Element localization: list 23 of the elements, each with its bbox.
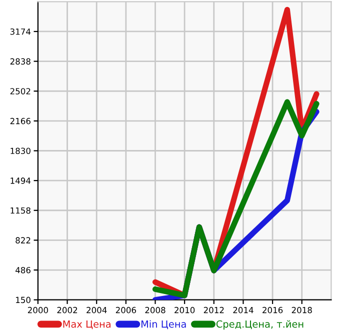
y-tick-label: 1158	[10, 207, 30, 214]
legend-label: Max Цена	[63, 320, 110, 330]
x-tick-label: 2000	[28, 306, 48, 314]
y-tick-label: 1494	[10, 178, 31, 184]
y-tick-label: 2838	[10, 58, 30, 65]
legend-label: Сред.Цена, т.йен	[216, 320, 304, 330]
x-tick-label: 2006	[116, 306, 136, 314]
x-tick-label: 2012	[204, 306, 224, 314]
x-tick-label: 2016	[262, 306, 283, 314]
x-tick-label: 2014	[233, 306, 254, 314]
y-tick-label: 1830	[10, 148, 30, 154]
x-tick-label: 2018	[292, 306, 312, 314]
y-tick-label: 486	[16, 266, 30, 274]
x-tick-label: 2008	[145, 306, 166, 314]
legend-label: Min Цена	[141, 320, 186, 330]
y-tick-label: 2502	[10, 88, 30, 94]
y-tick-label: 822	[16, 237, 30, 244]
x-tick-label: 2010	[174, 306, 195, 314]
x-tick-label: 2002	[57, 306, 78, 314]
y-tick-label: 150	[16, 296, 30, 304]
y-tick-label: 3174	[10, 28, 31, 35]
x-tick-label: 2004	[86, 306, 107, 314]
y-tick-label: 2166	[10, 118, 30, 124]
